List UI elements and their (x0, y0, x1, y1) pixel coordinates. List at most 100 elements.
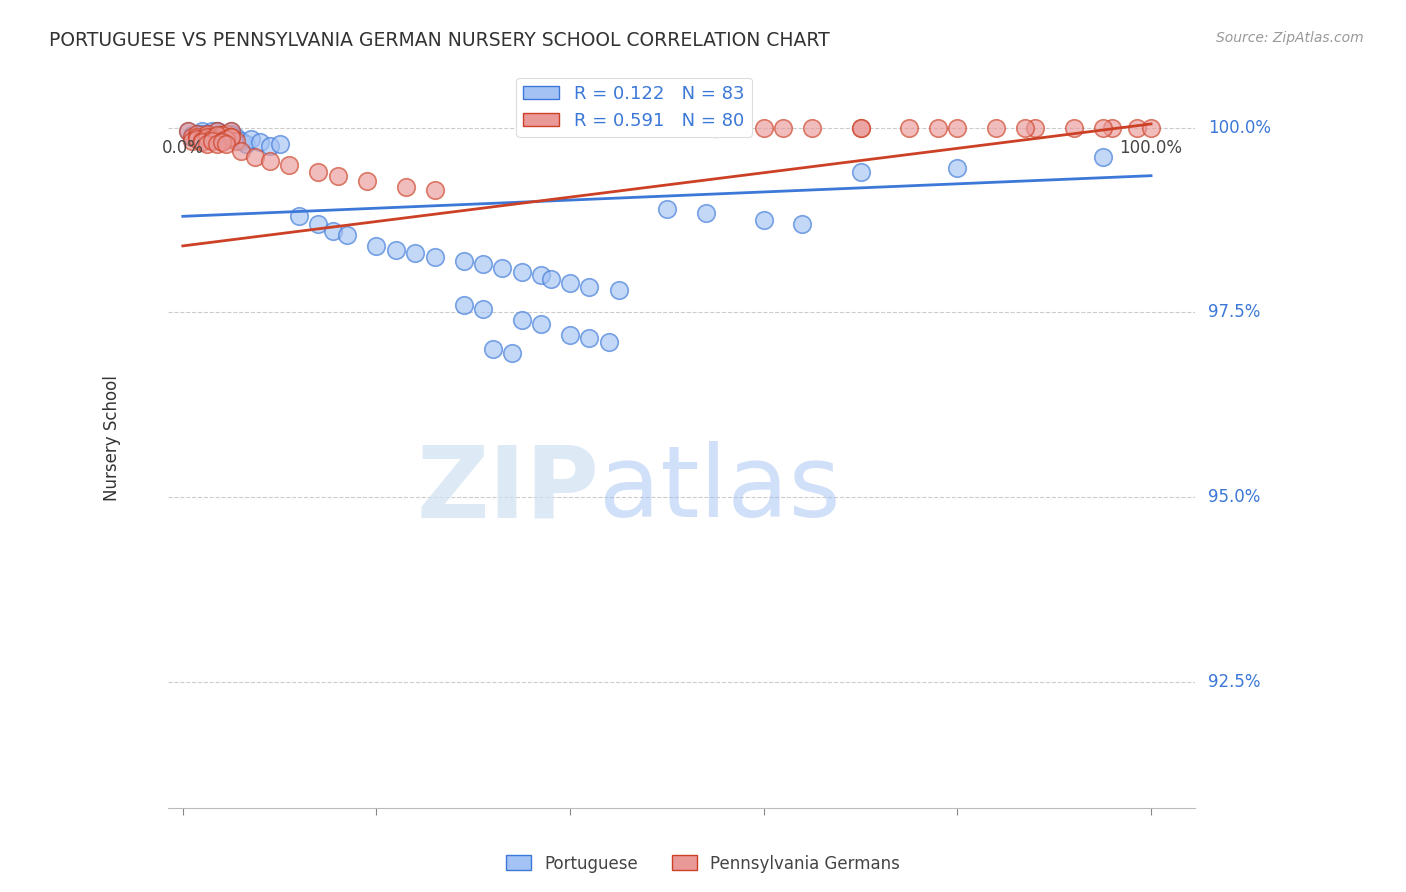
Point (181, 134, 204, 148)
Point (598, 334, 620, 349)
Point (897, 120, 920, 135)
Point (195, 128, 218, 142)
Point (205, 136, 228, 151)
Point (225, 129, 247, 144)
Point (801, 120, 824, 135)
Point (201, 124, 224, 138)
Point (1063, 120, 1085, 135)
Point (229, 134, 252, 148)
Point (191, 127, 214, 141)
Point (201, 129, 224, 144)
Point (453, 298, 475, 312)
Point (307, 165, 329, 179)
Point (530, 317, 553, 331)
Point (326, 169, 349, 183)
Point (191, 134, 214, 148)
Point (849, 165, 872, 179)
Point (472, 301, 495, 316)
Point (219, 132, 242, 146)
Point (201, 132, 224, 146)
Point (472, 257, 495, 271)
Point (186, 129, 208, 144)
Point (245, 150, 267, 164)
Point (201, 129, 224, 144)
Point (191, 124, 214, 138)
Point (772, 120, 794, 135)
Legend: Portuguese, Pennsylvania Germans: Portuguese, Pennsylvania Germans (499, 848, 907, 880)
Point (191, 132, 214, 146)
Point (219, 129, 242, 144)
Point (695, 205, 717, 219)
Point (322, 224, 344, 238)
Point (491, 261, 513, 276)
Point (195, 129, 218, 144)
Point (1101, 120, 1123, 135)
Point (191, 136, 214, 150)
Point (235, 136, 257, 151)
Text: atlas: atlas (599, 442, 841, 538)
Point (205, 124, 228, 138)
Point (578, 279, 600, 293)
Point (510, 265, 533, 279)
Point (530, 268, 553, 283)
Point (984, 120, 1007, 135)
Point (501, 346, 523, 360)
Point (215, 132, 238, 146)
Point (195, 127, 218, 141)
Point (186, 132, 208, 146)
Point (1091, 120, 1114, 135)
Text: 92.5%: 92.5% (1209, 673, 1261, 691)
Point (215, 132, 238, 146)
Point (423, 250, 446, 264)
Point (205, 132, 228, 146)
Legend: R = 0.122   N = 83, R = 0.591   N = 80: R = 0.122 N = 83, R = 0.591 N = 80 (516, 78, 751, 137)
Point (336, 227, 359, 242)
Point (181, 129, 204, 144)
Point (655, 202, 678, 216)
Point (205, 124, 228, 138)
Point (211, 129, 233, 144)
Point (229, 145, 252, 159)
Point (176, 124, 198, 138)
Point (1140, 120, 1163, 135)
Point (394, 179, 416, 194)
Text: 0.0%: 0.0% (162, 139, 204, 157)
Point (205, 129, 228, 144)
Point (219, 124, 242, 138)
Point (849, 120, 872, 135)
Point (211, 127, 233, 141)
Point (211, 127, 233, 141)
Point (219, 127, 242, 141)
Point (1014, 120, 1036, 135)
Point (215, 132, 238, 146)
Point (239, 132, 262, 146)
Point (186, 128, 208, 142)
Point (752, 120, 775, 135)
Point (215, 127, 238, 141)
Text: 97.5%: 97.5% (1209, 303, 1261, 321)
Text: 95.0%: 95.0% (1209, 488, 1261, 506)
Point (211, 128, 233, 142)
Point (186, 127, 208, 141)
Text: 100.0%: 100.0% (1209, 119, 1271, 136)
Point (225, 134, 247, 148)
Point (927, 120, 949, 135)
Point (288, 210, 311, 224)
Point (1024, 120, 1046, 135)
Point (186, 132, 208, 146)
Point (385, 243, 408, 257)
Point (181, 128, 204, 142)
Point (215, 132, 238, 146)
Point (201, 132, 224, 146)
Point (176, 124, 198, 138)
Point (481, 343, 503, 357)
Point (219, 129, 242, 144)
Point (1091, 150, 1114, 164)
Point (423, 184, 446, 198)
Point (211, 128, 233, 142)
Point (249, 136, 271, 150)
Point (946, 120, 969, 135)
Point (366, 239, 388, 253)
Point (259, 153, 281, 168)
Point (259, 139, 281, 153)
